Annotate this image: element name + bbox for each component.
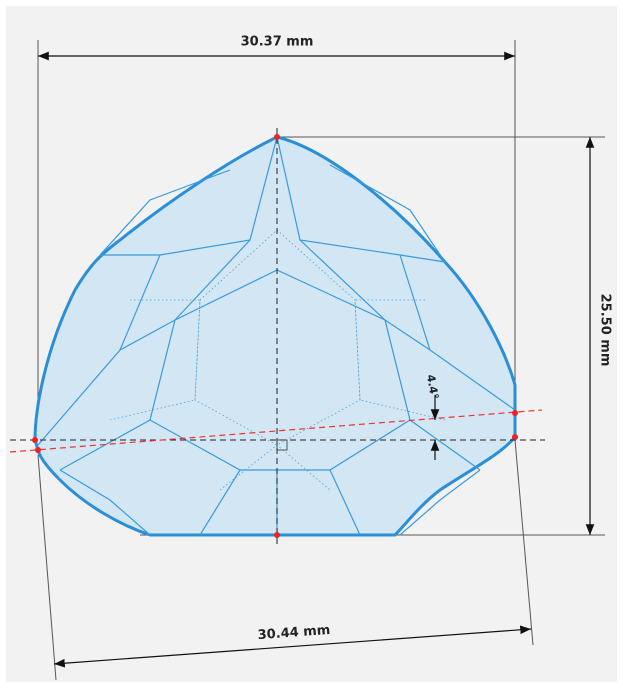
gem [33, 135, 517, 537]
top-width-label: 30.37 mm [241, 35, 314, 50]
height-label: 25.50 mm [598, 294, 613, 367]
angle-label: 4.4° [424, 373, 441, 400]
dimension-lines [38, 51, 595, 668]
tilt-line [9, 409, 543, 453]
center-lines [10, 128, 545, 545]
points [32, 134, 518, 538]
right-angle [276, 439, 288, 451]
bottom-width-label: 30.44 mm [257, 623, 331, 643]
